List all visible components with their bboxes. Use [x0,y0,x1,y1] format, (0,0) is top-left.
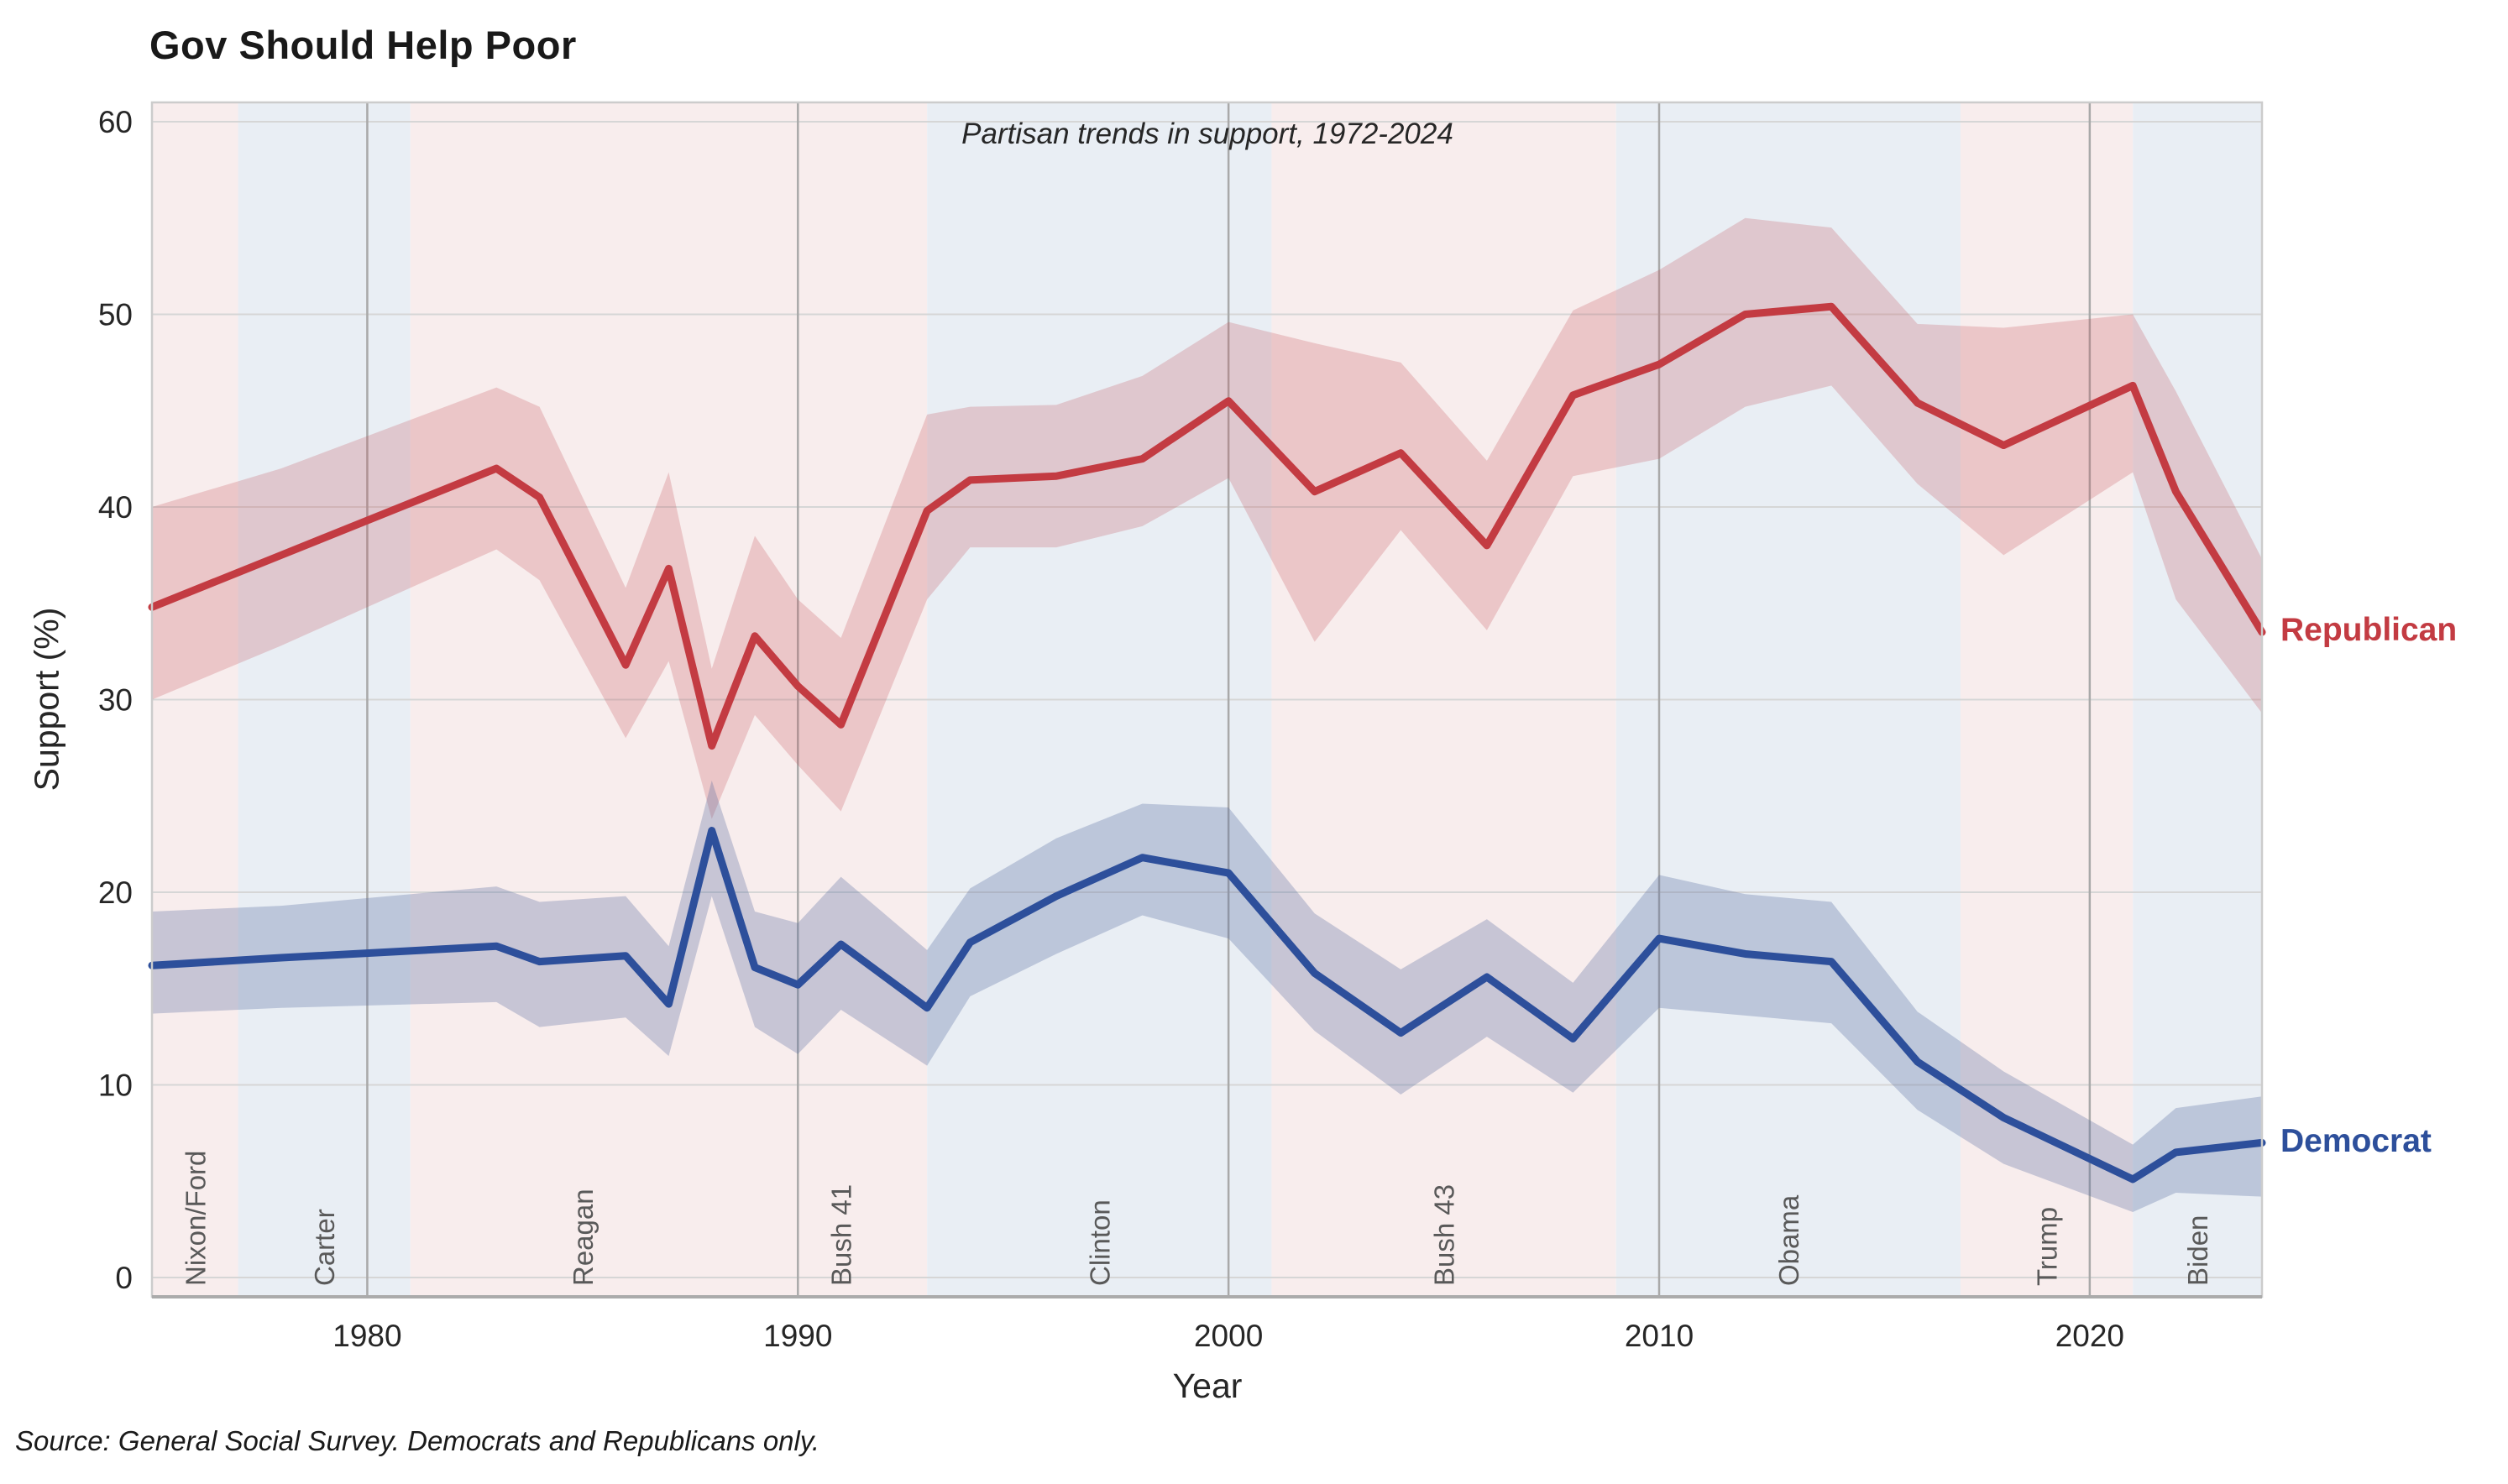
y-tick-label: 0 [115,1261,133,1295]
republican-confidence-band [152,217,2262,819]
republican-series-label: Republican [2280,612,2458,648]
era-label-clinton: Clinton [1084,1199,1115,1286]
x-axis-label: Year [1172,1366,1243,1405]
chart-title: Gov Should Help Poor [149,23,577,67]
y-tick-label: 50 [98,297,133,332]
republican-line [148,302,2266,750]
chart-subtitle: Partisan trends in support, 1972-2024 [961,118,1453,150]
era-label-nixon-ford: Nixon/Ford [180,1151,211,1286]
x-tick-label: 2000 [1194,1319,1263,1353]
era-label-biden: Biden [2182,1215,2213,1286]
era-label-reagan: Reagan [568,1189,599,1286]
y-tick-label: 10 [98,1069,133,1103]
x-tick-label: 1980 [332,1319,401,1353]
y-tick-label: 20 [98,875,133,910]
y-tick-label: 30 [98,683,133,718]
x-tick-label: 2010 [1625,1319,1694,1353]
y-tick-label: 60 [98,105,133,139]
x-tick-label: 2020 [2055,1319,2124,1353]
era-label-trump: Trump [2032,1207,2063,1286]
x-tick-label: 1990 [763,1319,832,1353]
era-label-bush-43: Bush 43 [1429,1184,1460,1286]
era-label-bush-41: Bush 41 [826,1184,857,1286]
source-note: Source: General Social Survey. Democrats… [15,1425,820,1456]
era-label-carter: Carter [309,1209,340,1286]
democrat-series-label: Democrat [2280,1123,2432,1159]
y-tick-label: 40 [98,490,133,525]
y-axis-label: Support (%) [27,607,66,792]
era-label-obama: Obama [1773,1194,1804,1286]
democrat-line [148,827,2266,1184]
